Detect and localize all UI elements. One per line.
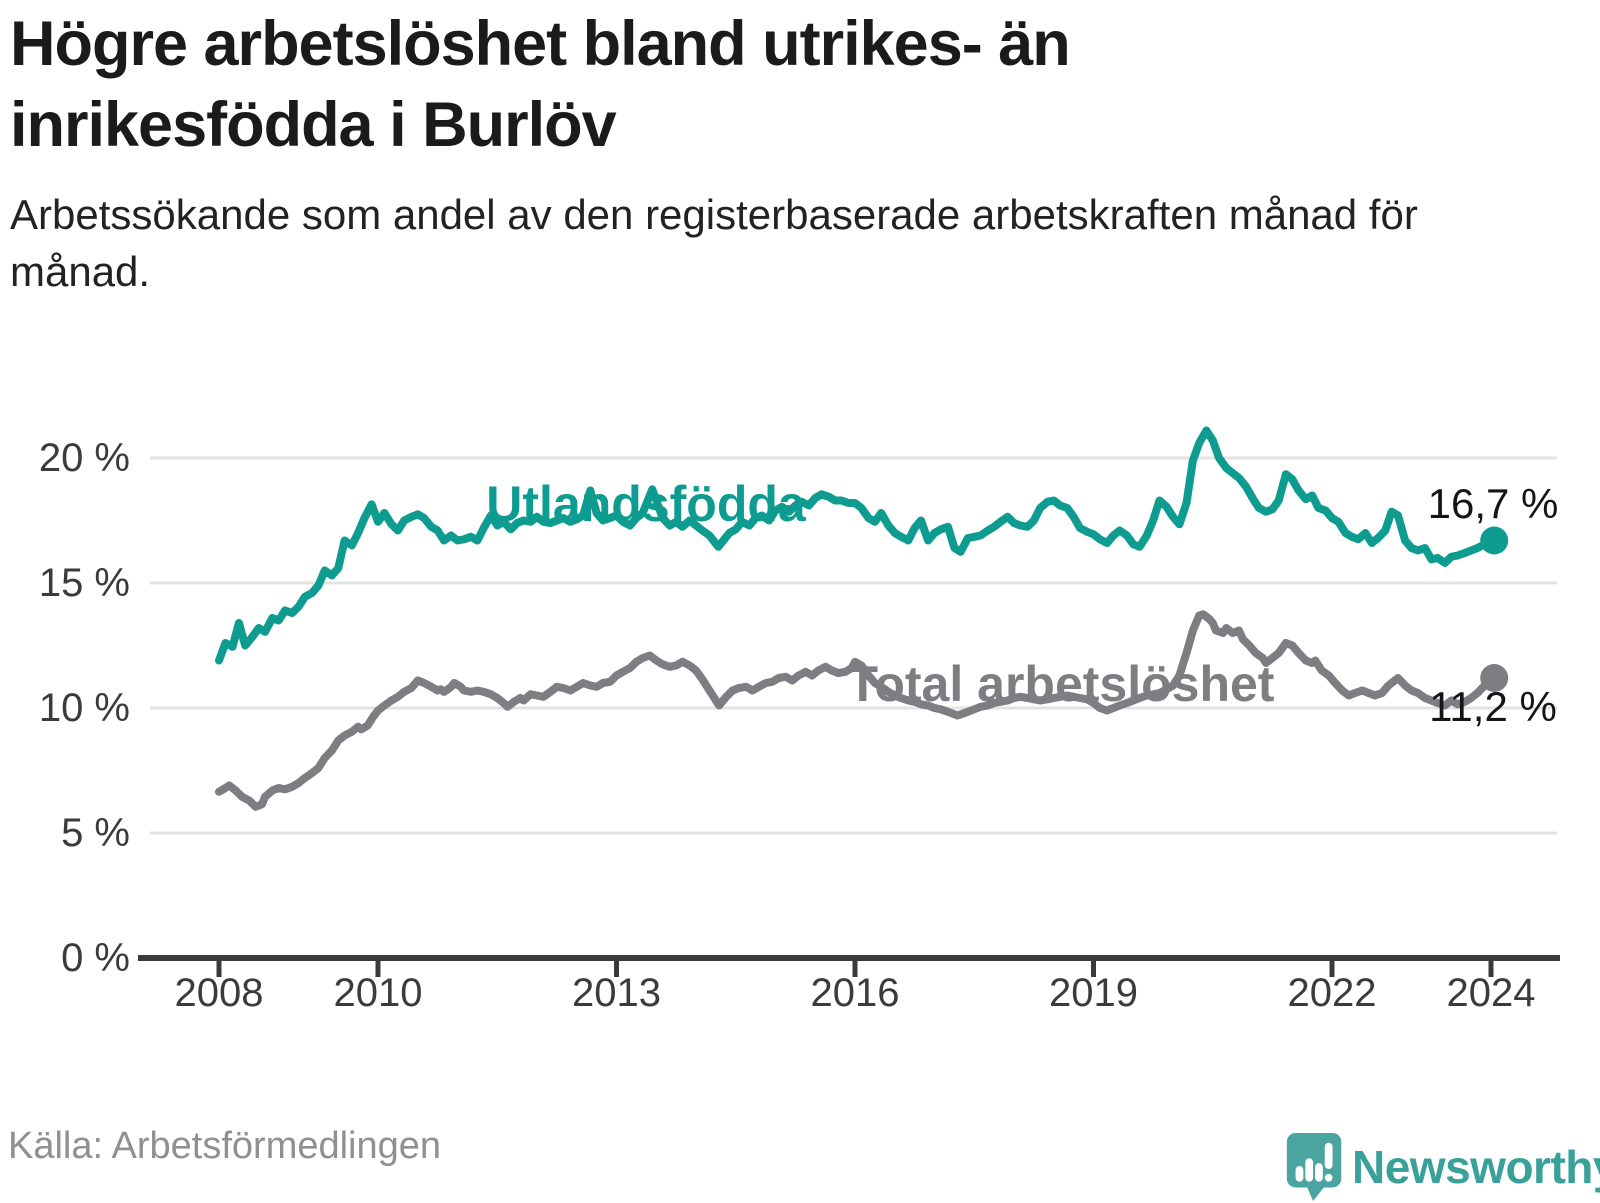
x-axis-ticks bbox=[216, 958, 1494, 977]
page-subtitle: Arbetssökande som andel av den registerb… bbox=[10, 191, 1418, 295]
end-value-label-utlandsfodda: 16,7 % bbox=[1427, 480, 1559, 527]
source-credit: Källa: Arbetsförmedlingen bbox=[8, 1125, 442, 1167]
x-tick-label-2016: 2016 bbox=[810, 971, 900, 1015]
x-tick-label-2010: 2010 bbox=[333, 971, 423, 1015]
logo-bar-1 bbox=[1295, 1166, 1304, 1182]
logo-bar-3 bbox=[1315, 1163, 1323, 1182]
x-tick-label-2008: 2008 bbox=[174, 971, 264, 1015]
x-tick-label-2013: 2013 bbox=[572, 971, 661, 1015]
page-title: Högre arbetslöshet bland utrikes- än inr… bbox=[10, 9, 1071, 160]
y-tick-label-0: 0 % bbox=[61, 936, 130, 980]
series-line-utlandsfodda bbox=[215, 426, 1499, 665]
x-tick-label-2019: 2019 bbox=[1049, 971, 1138, 1015]
logo-exclamation-bar bbox=[1324, 1142, 1333, 1169]
newsworthy-logo-text: Newsworthy bbox=[1352, 1141, 1600, 1193]
newsworthy-logo-pin-icon bbox=[1286, 1133, 1342, 1202]
x-tick-label-2022: 2022 bbox=[1287, 971, 1377, 1015]
y-tick-label-10: 10 % bbox=[38, 686, 130, 730]
x-tick-label-2024: 2024 bbox=[1446, 971, 1536, 1015]
y-tick-label-20: 20 % bbox=[38, 436, 130, 480]
logo-bar-2 bbox=[1305, 1158, 1314, 1182]
y-tick-label-5: 5 % bbox=[61, 811, 130, 855]
end-value-label-total: 11,2 % bbox=[1429, 683, 1557, 730]
series-line-total bbox=[215, 610, 1499, 811]
y-tick-label-15: 15 % bbox=[38, 561, 130, 605]
logo-exclamation-dot bbox=[1324, 1173, 1333, 1182]
series-end-dot-utlandsfodda bbox=[1480, 526, 1509, 555]
series-label-total: Total arbetslöshet bbox=[847, 656, 1275, 712]
series-end-dot-total bbox=[1480, 664, 1509, 692]
series-label-utlandsfodda: Utlandsfödda bbox=[486, 476, 806, 532]
